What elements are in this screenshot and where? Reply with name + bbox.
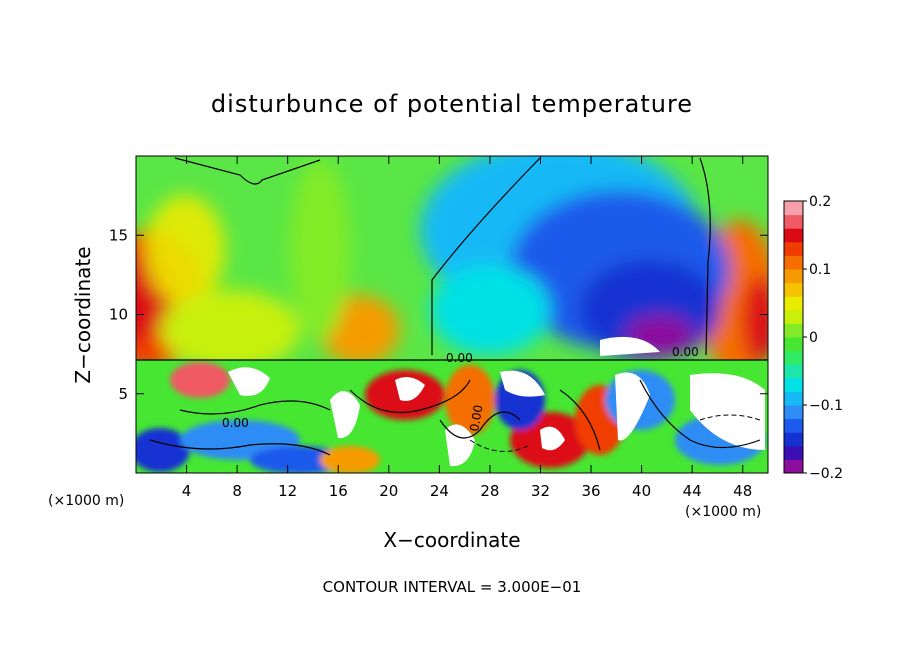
colorbar-swatch xyxy=(784,309,803,324)
x-tick-label: 36 xyxy=(581,482,600,500)
chart-title: disturbunce of potential temperature xyxy=(211,90,693,118)
x-axis-unit-right: (×1000 m) xyxy=(685,504,761,520)
colorbar-swatch xyxy=(784,214,803,229)
contour-label: 0.00 xyxy=(446,351,473,365)
y-tick-label: 5 xyxy=(118,385,128,403)
x-tick-label: 32 xyxy=(531,482,550,500)
colorbar-swatch xyxy=(784,241,803,256)
colorbar-tick-label: 0.2 xyxy=(809,194,831,210)
colorbar-swatch xyxy=(784,391,803,406)
colorbar-swatch xyxy=(784,323,803,338)
y-tick-label: 15 xyxy=(109,226,128,244)
colorbar-swatch xyxy=(784,350,803,365)
y-tick-label: 10 xyxy=(109,306,128,324)
x-tick-label: 16 xyxy=(329,482,348,500)
x-axis-unit: (×1000 m) xyxy=(48,493,124,509)
x-axis-label: X−coordinate xyxy=(383,528,520,552)
x-tick-label: 12 xyxy=(278,482,297,500)
x-tick-label: 8 xyxy=(232,482,242,500)
contour-interval-note: CONTOUR INTERVAL = 3.000E−01 xyxy=(323,578,582,596)
colorbar-swatch xyxy=(784,201,803,216)
colorbar-swatch xyxy=(784,364,803,379)
colorbar-swatch xyxy=(784,269,803,284)
x-tick-label: 24 xyxy=(430,482,449,500)
contour-label: 0.00 xyxy=(222,416,249,430)
colorbar-swatch xyxy=(784,282,803,297)
colorbar-swatch xyxy=(784,405,803,420)
heatmap-field xyxy=(136,156,768,473)
colorbar-tick-label: 0 xyxy=(809,330,818,346)
colorbar: 0.2 0.1 0 −0.1 −0.2 xyxy=(783,194,843,482)
colorbar-tick-label: 0.1 xyxy=(809,262,831,278)
colorbar-swatch xyxy=(784,296,803,311)
colorbar-swatch xyxy=(784,228,803,243)
colorbar-swatch xyxy=(784,255,803,270)
x-tick-label: 48 xyxy=(733,482,752,500)
x-tick-label: 28 xyxy=(480,482,499,500)
x-axis: 4 8 12 16 20 24 28 32 36 40 44 48 xyxy=(182,156,752,500)
colorbar-swatch xyxy=(784,459,803,474)
colorbar-swatch xyxy=(784,432,803,447)
colorbar-tick-label: −0.1 xyxy=(809,398,843,414)
x-tick-label: 4 xyxy=(182,482,192,500)
x-tick-label: 44 xyxy=(683,482,702,500)
colorbar-swatch xyxy=(784,418,803,433)
contour-label: 0.00 xyxy=(672,345,699,359)
y-axis: 5 10 15 xyxy=(109,226,768,403)
contour-label: 0.00 xyxy=(467,404,485,433)
y-axis-label: Z−coordinate xyxy=(71,246,95,383)
x-tick-label: 20 xyxy=(379,482,398,500)
colorbar-swatch xyxy=(784,445,803,460)
colorbar-tick-label: −0.2 xyxy=(809,466,843,482)
colorbar-swatch xyxy=(784,377,803,392)
colorbar-swatch xyxy=(784,337,803,352)
x-tick-label: 40 xyxy=(632,482,651,500)
